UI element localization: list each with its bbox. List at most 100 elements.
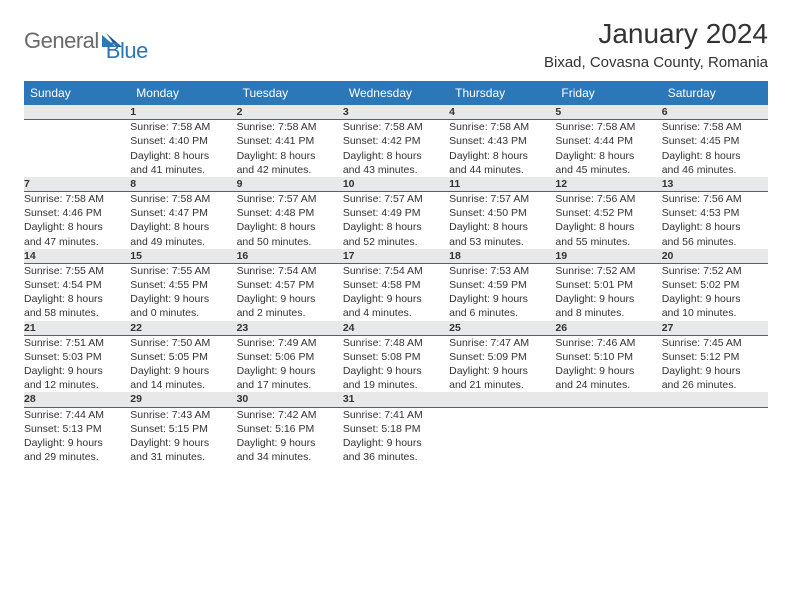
daylight-text: and 6 minutes. [449, 306, 555, 320]
sunset-text: Sunset: 4:44 PM [555, 134, 661, 148]
day-number-cell [449, 392, 555, 407]
sunset-text: Sunset: 5:03 PM [24, 350, 130, 364]
day-number-cell: 2 [237, 105, 343, 120]
sunrise-text: Sunrise: 7:52 AM [555, 264, 661, 278]
day-number-cell: 9 [237, 177, 343, 192]
day-header-row: Sunday Monday Tuesday Wednesday Thursday… [24, 81, 768, 105]
day-detail-cell: Sunrise: 7:45 AMSunset: 5:12 PMDaylight:… [662, 335, 768, 392]
day-detail-cell [449, 407, 555, 464]
sunset-text: Sunset: 4:59 PM [449, 278, 555, 292]
day-header: Monday [130, 81, 236, 105]
day-detail-cell: Sunrise: 7:58 AMSunset: 4:40 PMDaylight:… [130, 120, 236, 177]
day-detail-cell: Sunrise: 7:58 AMSunset: 4:43 PMDaylight:… [449, 120, 555, 177]
sunrise-text: Sunrise: 7:56 AM [555, 192, 661, 206]
sunrise-text: Sunrise: 7:57 AM [237, 192, 343, 206]
day-detail-cell: Sunrise: 7:56 AMSunset: 4:52 PMDaylight:… [555, 192, 661, 249]
daylight-text: and 4 minutes. [343, 306, 449, 320]
day-number-cell: 21 [24, 321, 130, 336]
daynum-row: 28293031 [24, 392, 768, 407]
daylight-text: Daylight: 8 hours [130, 220, 236, 234]
sunrise-text: Sunrise: 7:47 AM [449, 336, 555, 350]
day-header: Saturday [662, 81, 768, 105]
day-detail-cell: Sunrise: 7:53 AMSunset: 4:59 PMDaylight:… [449, 263, 555, 320]
day-number-cell: 11 [449, 177, 555, 192]
daylight-text: and 56 minutes. [662, 235, 768, 249]
day-number-cell: 12 [555, 177, 661, 192]
sunrise-text: Sunrise: 7:51 AM [24, 336, 130, 350]
daylight-text: Daylight: 9 hours [343, 292, 449, 306]
daylight-text: and 42 minutes. [237, 163, 343, 177]
day-header: Thursday [449, 81, 555, 105]
sunset-text: Sunset: 4:53 PM [662, 206, 768, 220]
daylight-text: and 17 minutes. [237, 378, 343, 392]
day-detail-cell: Sunrise: 7:47 AMSunset: 5:09 PMDaylight:… [449, 335, 555, 392]
sunset-text: Sunset: 5:13 PM [24, 422, 130, 436]
sunset-text: Sunset: 5:01 PM [555, 278, 661, 292]
day-detail-cell: Sunrise: 7:58 AMSunset: 4:47 PMDaylight:… [130, 192, 236, 249]
day-detail-cell: Sunrise: 7:58 AMSunset: 4:44 PMDaylight:… [555, 120, 661, 177]
day-detail-cell: Sunrise: 7:51 AMSunset: 5:03 PMDaylight:… [24, 335, 130, 392]
day-number-cell: 1 [130, 105, 236, 120]
daynum-row: 14151617181920 [24, 249, 768, 264]
daylight-text: Daylight: 9 hours [343, 364, 449, 378]
sunset-text: Sunset: 4:45 PM [662, 134, 768, 148]
daylight-text: and 43 minutes. [343, 163, 449, 177]
sunrise-text: Sunrise: 7:55 AM [24, 264, 130, 278]
sunset-text: Sunset: 4:40 PM [130, 134, 236, 148]
sunset-text: Sunset: 4:55 PM [130, 278, 236, 292]
calendar-table: Sunday Monday Tuesday Wednesday Thursday… [24, 81, 768, 464]
sunset-text: Sunset: 4:42 PM [343, 134, 449, 148]
day-number-cell: 28 [24, 392, 130, 407]
daylight-text: and 50 minutes. [237, 235, 343, 249]
daylight-text: and 31 minutes. [130, 450, 236, 464]
daylight-text: and 52 minutes. [343, 235, 449, 249]
location-text: Bixad, Covasna County, Romania [544, 54, 768, 71]
sunrise-text: Sunrise: 7:42 AM [237, 408, 343, 422]
sunrise-text: Sunrise: 7:58 AM [24, 192, 130, 206]
daylight-text: and 58 minutes. [24, 306, 130, 320]
sunrise-text: Sunrise: 7:58 AM [343, 120, 449, 134]
daylight-text: and 44 minutes. [449, 163, 555, 177]
sunrise-text: Sunrise: 7:58 AM [237, 120, 343, 134]
sunrise-text: Sunrise: 7:44 AM [24, 408, 130, 422]
daylight-text: and 10 minutes. [662, 306, 768, 320]
day-detail-cell: Sunrise: 7:56 AMSunset: 4:53 PMDaylight:… [662, 192, 768, 249]
brand-word-2: Blue [106, 38, 148, 64]
daylight-text: Daylight: 8 hours [662, 149, 768, 163]
sunrise-text: Sunrise: 7:52 AM [662, 264, 768, 278]
daylight-text: Daylight: 8 hours [237, 149, 343, 163]
detail-row: Sunrise: 7:58 AMSunset: 4:40 PMDaylight:… [24, 120, 768, 177]
sunrise-text: Sunrise: 7:55 AM [130, 264, 236, 278]
sunrise-text: Sunrise: 7:46 AM [555, 336, 661, 350]
day-detail-cell: Sunrise: 7:46 AMSunset: 5:10 PMDaylight:… [555, 335, 661, 392]
sunrise-text: Sunrise: 7:50 AM [130, 336, 236, 350]
daynum-row: 123456 [24, 105, 768, 120]
day-number-cell [24, 105, 130, 120]
page-header: General Blue January 2024 Bixad, Covasna… [24, 18, 768, 71]
day-number-cell: 19 [555, 249, 661, 264]
detail-row: Sunrise: 7:58 AMSunset: 4:46 PMDaylight:… [24, 192, 768, 249]
sunset-text: Sunset: 5:09 PM [449, 350, 555, 364]
day-detail-cell: Sunrise: 7:58 AMSunset: 4:46 PMDaylight:… [24, 192, 130, 249]
day-number-cell: 18 [449, 249, 555, 264]
sunrise-text: Sunrise: 7:58 AM [555, 120, 661, 134]
daylight-text: Daylight: 9 hours [24, 436, 130, 450]
daylight-text: and 49 minutes. [130, 235, 236, 249]
day-number-cell: 20 [662, 249, 768, 264]
sunrise-text: Sunrise: 7:57 AM [449, 192, 555, 206]
day-header: Sunday [24, 81, 130, 105]
daylight-text: Daylight: 9 hours [449, 364, 555, 378]
daylight-text: Daylight: 9 hours [237, 436, 343, 450]
daylight-text: and 2 minutes. [237, 306, 343, 320]
month-title: January 2024 [544, 18, 768, 50]
daylight-text: and 46 minutes. [662, 163, 768, 177]
sunset-text: Sunset: 4:57 PM [237, 278, 343, 292]
sunrise-text: Sunrise: 7:48 AM [343, 336, 449, 350]
daylight-text: and 14 minutes. [130, 378, 236, 392]
daylight-text: and 36 minutes. [343, 450, 449, 464]
sunset-text: Sunset: 5:12 PM [662, 350, 768, 364]
daylight-text: Daylight: 9 hours [24, 364, 130, 378]
detail-row: Sunrise: 7:51 AMSunset: 5:03 PMDaylight:… [24, 335, 768, 392]
day-number-cell: 16 [237, 249, 343, 264]
sunrise-text: Sunrise: 7:58 AM [130, 192, 236, 206]
